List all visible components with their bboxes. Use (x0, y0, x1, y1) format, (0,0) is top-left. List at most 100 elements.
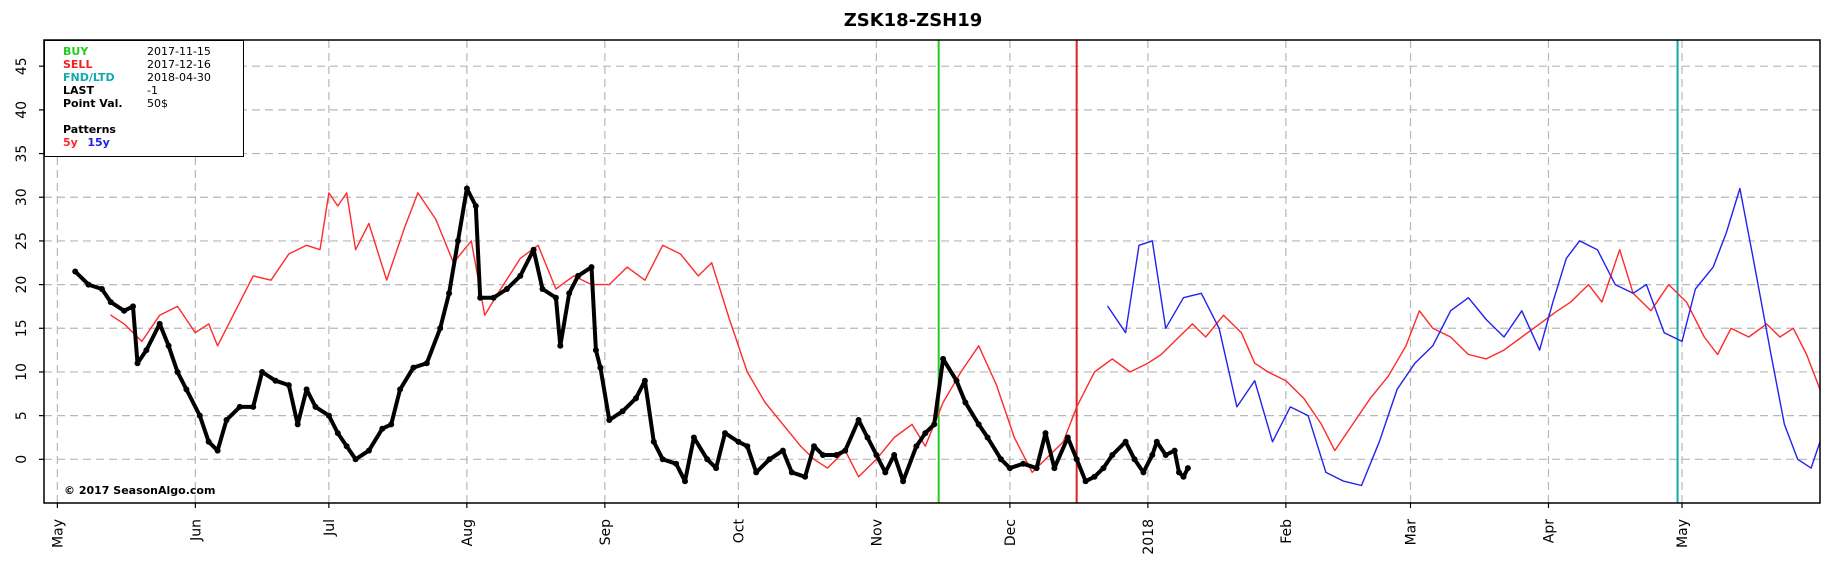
grid (44, 40, 1820, 503)
data-point (205, 438, 212, 445)
x-tick-label: Jun (188, 519, 204, 542)
data-point (633, 395, 639, 402)
legend-value-fnd: 2018-04-30 (147, 71, 211, 84)
data-point (490, 294, 497, 301)
data-point (334, 430, 341, 437)
y-tick-label: 40 (14, 101, 30, 119)
data-point (913, 443, 920, 450)
data-point (650, 438, 657, 445)
data-point (1184, 465, 1191, 472)
data-point (1006, 465, 1013, 472)
data-point (214, 447, 221, 454)
data-point (891, 452, 898, 458)
series-line-zsk18-zsh19 (73, 186, 1190, 484)
data-point (779, 447, 786, 454)
y-tick-label: 20 (14, 276, 30, 294)
x-tick-label: 2018 (1141, 519, 1157, 555)
data-point (766, 456, 773, 463)
legend-value-last: -1 (147, 84, 158, 97)
legend-pattern-15y: 15y (87, 136, 110, 149)
data-point (1082, 478, 1089, 485)
data-point (962, 399, 969, 406)
data-point (165, 342, 172, 349)
data-point (223, 417, 230, 423)
data-point (530, 246, 537, 253)
data-point (690, 434, 697, 441)
data-point (1131, 456, 1138, 463)
data-point (566, 290, 573, 297)
data-point (588, 264, 595, 271)
data-point (477, 294, 484, 301)
event-lines (937, 40, 1679, 503)
y-tick-label: 5 (14, 411, 30, 420)
data-point (1140, 469, 1147, 476)
data-point (552, 294, 559, 301)
legend-row-buy: BUY 2017-11-15 (63, 45, 211, 58)
data-point (121, 307, 128, 314)
data-point (1051, 465, 1058, 472)
data-point (1162, 452, 1169, 458)
data-point (682, 478, 688, 485)
x-tick-label: Dec (1003, 519, 1019, 546)
data-point (437, 325, 444, 332)
data-point (365, 447, 372, 454)
data-point (575, 272, 582, 279)
y-tick-label: 45 (14, 57, 30, 75)
y-tick-label: 25 (14, 232, 30, 250)
x-tick-label: Feb (1279, 519, 1295, 544)
data-point (922, 430, 929, 437)
data-point (713, 465, 720, 472)
data-point (463, 185, 470, 192)
data-point (975, 421, 982, 428)
x-tick-label: Nov (869, 519, 885, 546)
y-tick-label: 35 (14, 145, 30, 163)
legend-value-sell: 2017-12-16 (147, 58, 211, 71)
legend-value-point-val: 50$ (147, 97, 168, 110)
series-line-15y (1107, 187, 1821, 487)
y-tick-label: 15 (14, 319, 30, 337)
data-point (788, 469, 795, 476)
data-point (953, 377, 960, 384)
data-point (1042, 430, 1049, 437)
data-point (833, 452, 840, 458)
data-point (446, 290, 453, 297)
data-point (557, 342, 564, 349)
data-point (1033, 465, 1040, 472)
data-point (472, 203, 479, 209)
data-point (619, 408, 626, 415)
data-point (196, 412, 203, 419)
data-point (250, 403, 257, 410)
data-point (722, 430, 728, 437)
data-point (931, 421, 938, 428)
data-point (72, 268, 79, 275)
data-point (704, 456, 711, 463)
data-point (174, 369, 181, 375)
data-point (294, 421, 301, 428)
plot-frame (43, 39, 1821, 504)
data-point (819, 452, 826, 458)
data-point (134, 360, 141, 367)
copyright: © 2017 SeasonAlgo.com (64, 484, 216, 497)
data-point (1122, 438, 1129, 445)
data-point (1153, 438, 1160, 445)
x-tick-label: May (50, 519, 66, 548)
data-point (802, 473, 809, 480)
data-point (236, 403, 243, 410)
legend-label-buy: BUY (63, 45, 89, 58)
data-point (940, 355, 947, 362)
x-tick-label: Aug (460, 519, 476, 546)
data-point (1109, 452, 1116, 458)
y-tick-label: 30 (14, 188, 30, 206)
data-point (1176, 469, 1182, 476)
data-point (156, 320, 163, 327)
data-point (517, 272, 524, 279)
data-point (1020, 460, 1027, 467)
data-point (735, 438, 742, 445)
data-point (744, 443, 751, 450)
legend-row-point-val: Point Val. 50$ (63, 97, 168, 110)
legend-row-sell: SELL 2017-12-16 (63, 58, 211, 71)
data-point (1180, 473, 1187, 480)
data-point (673, 460, 680, 467)
data-point (183, 386, 190, 393)
